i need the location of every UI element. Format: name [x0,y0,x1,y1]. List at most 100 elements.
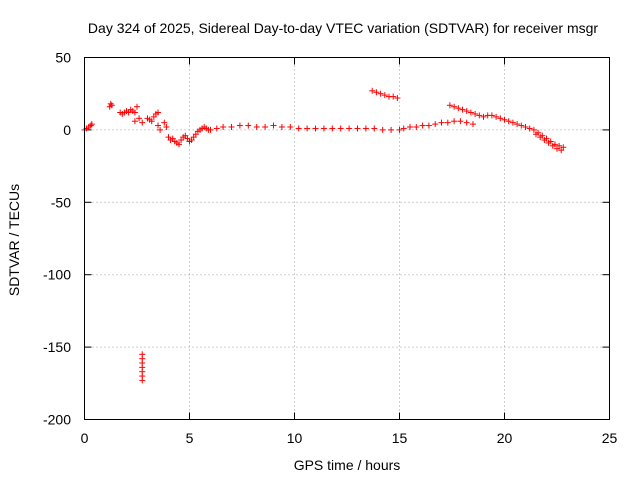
data-point [451,118,458,125]
data-point [362,125,369,132]
data-point [396,126,403,133]
data-point [432,121,439,128]
data-point [155,109,161,116]
y-tick-label: 50 [55,50,71,66]
data-point [501,116,508,123]
data-point [390,93,397,100]
x-tick-label: 10 [287,430,303,446]
data-point [161,119,168,126]
x-tick-label: 5 [186,430,194,446]
data-point [446,102,453,109]
axis-ticks [84,57,610,420]
y-tick-labels: 50 0 -50 -100 -150 -200 [43,50,71,428]
data-points [81,87,567,384]
data-point [107,100,114,107]
data-point [148,118,155,125]
data-point [207,126,214,133]
data-point [287,124,294,131]
data-point [371,125,378,132]
data-point [388,126,395,133]
data-point [533,131,539,138]
data-point [381,92,388,99]
data-point [157,126,164,133]
data-point [163,124,170,131]
data-point [394,95,401,102]
x-tick-labels: 0 5 10 15 20 25 [81,430,618,446]
data-point [472,110,479,117]
data-point [413,124,420,131]
x-tick-label: 25 [602,430,618,446]
data-point [176,141,182,148]
data-point [213,125,220,132]
data-point [457,118,464,125]
data-point [245,122,252,129]
data-point [509,119,516,126]
data-point [304,125,311,132]
data-point [451,103,458,110]
y-tick-label: 0 [63,122,71,138]
data-point [139,119,146,126]
x-tick-label: 20 [497,430,513,446]
data-point [522,124,529,131]
data-point [278,124,285,131]
y-tick-label: -200 [43,412,71,428]
data-point [463,108,470,115]
data-point [228,124,235,131]
data-point [253,124,260,131]
data-point [373,89,380,96]
y-tick-label: -100 [43,267,71,283]
data-point [407,124,413,131]
data-point [220,124,227,131]
data-point [131,109,138,116]
grid [84,57,610,420]
data-point [558,147,565,154]
x-tick-label: 0 [81,430,89,446]
data-point [549,142,556,149]
data-point [295,125,302,132]
x-tick-label: 15 [392,430,408,446]
data-point [514,121,521,128]
data-point [537,134,544,141]
data-point [488,112,495,119]
data-point [459,106,466,113]
data-point [476,112,483,119]
data-point [87,122,94,129]
chart-title: Day 324 of 2025, Sidereal Day-to-day VTE… [88,20,598,36]
data-point [236,122,243,129]
data-point [320,125,327,132]
data-point [493,113,500,120]
data-point [467,109,474,116]
x-axis-label: GPS time / hours [294,457,401,473]
data-point [139,377,146,384]
data-point [425,122,432,129]
data-point [463,119,470,126]
data-point [136,115,143,122]
data-point [526,125,533,132]
data-point [379,126,386,133]
data-point [530,126,537,133]
data-point [346,125,353,132]
data-point [497,115,504,122]
data-point [438,119,445,126]
data-point [444,119,451,126]
data-point [108,102,115,109]
data-point [354,125,361,132]
y-tick-label: -50 [51,194,71,210]
data-point [337,125,344,132]
data-point [88,121,95,128]
y-axis-label: SDTVAR / TECUs [6,184,22,296]
data-point [419,122,426,129]
data-point [134,103,140,110]
data-point [377,90,384,97]
data-point [262,124,269,131]
data-point [480,113,487,120]
data-point [270,122,277,129]
data-point [131,118,138,125]
plot-frame [84,57,610,420]
data-point [554,145,560,152]
data-point [470,121,476,128]
data-point [312,125,319,132]
data-point [455,105,462,112]
data-point [329,125,336,132]
data-point [541,137,548,144]
